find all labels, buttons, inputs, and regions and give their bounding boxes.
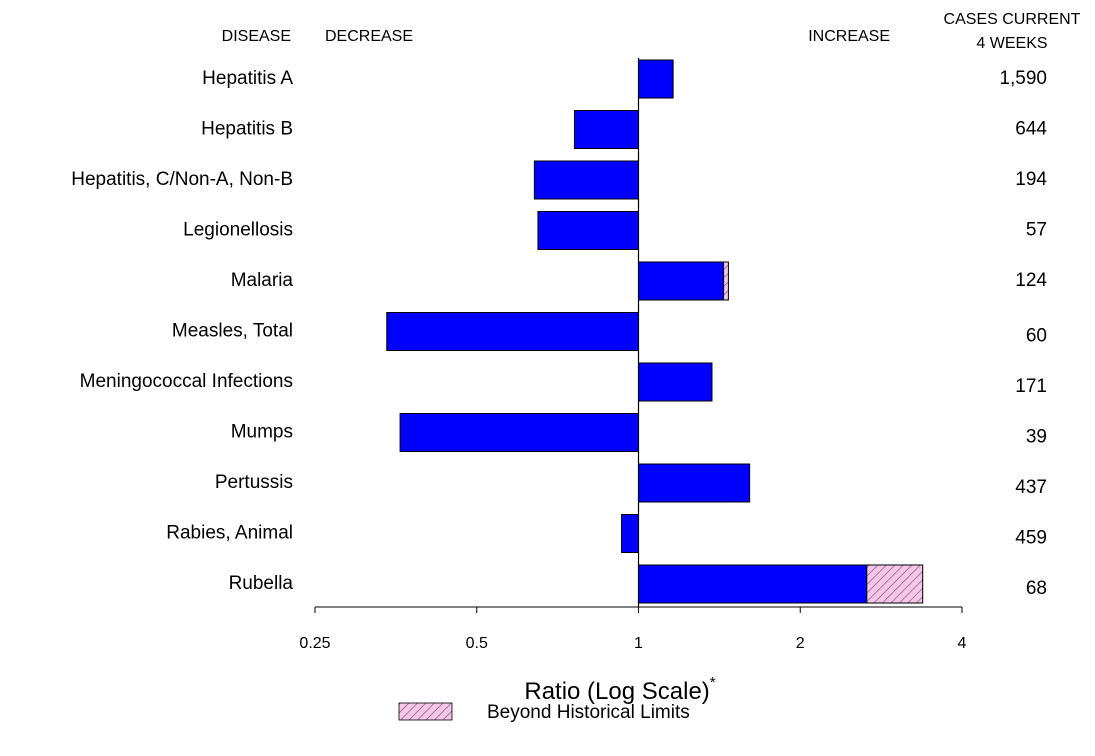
bar xyxy=(638,59,674,99)
x-tick-label: 0.5 xyxy=(466,635,488,652)
cases-value: 644 xyxy=(1015,119,1047,140)
disease-header: DISEASE xyxy=(222,28,291,45)
category-label: Pertussis xyxy=(215,472,293,493)
decrease-header: DECREASE xyxy=(325,28,413,45)
x-axis-note: * xyxy=(710,674,716,691)
bar xyxy=(386,312,640,351)
bar xyxy=(621,514,639,553)
cases-value: 1,590 xyxy=(999,68,1047,89)
cases-value: 124 xyxy=(1015,270,1047,291)
category-label: Rabies, Animal xyxy=(166,523,293,544)
x-tick-label: 1 xyxy=(634,635,643,652)
category-label: Measles, Total xyxy=(172,321,293,342)
category-label: Hepatitis, C/Non-A, Non-B xyxy=(71,169,293,190)
bar xyxy=(638,564,868,604)
cases-value: 39 xyxy=(1026,427,1047,448)
cases-value: 68 xyxy=(1026,578,1047,599)
beyond-limit-bar xyxy=(866,564,924,604)
legend-swatch xyxy=(398,702,453,721)
cases-value: 171 xyxy=(1015,376,1047,397)
increase-header: INCREASE xyxy=(808,28,890,45)
category-label: Hepatitis B xyxy=(201,119,293,140)
bar xyxy=(638,463,751,503)
category-label: Hepatitis A xyxy=(202,68,293,89)
bar xyxy=(533,160,639,200)
x-tick-label: 2 xyxy=(796,635,805,652)
x-axis-title: Ratio (Log Scale)* xyxy=(524,674,715,705)
category-label: Rubella xyxy=(229,573,294,594)
bar xyxy=(638,362,713,402)
beyond-limit-bar xyxy=(723,261,729,301)
bar xyxy=(399,413,640,452)
category-label: Mumps xyxy=(231,422,293,443)
bar xyxy=(638,261,725,301)
cases-value: 60 xyxy=(1026,326,1047,347)
cases-header: CASES CURRENT xyxy=(944,11,1081,28)
category-label: Malaria xyxy=(231,270,294,291)
cases-value: 459 xyxy=(1015,528,1047,549)
x-tick-label: 4 xyxy=(958,635,967,652)
cases-value: 194 xyxy=(1015,169,1047,190)
bar xyxy=(573,110,640,149)
legend-label: Beyond Historical Limits xyxy=(487,702,690,723)
category-label: Meningococcal Infections xyxy=(80,371,293,392)
cases-header: 4 WEEKS xyxy=(976,35,1047,52)
category-label: Legionellosis xyxy=(183,220,293,241)
x-tick-label: 0.25 xyxy=(299,635,330,652)
cases-value: 437 xyxy=(1015,477,1047,498)
x-axis-title-text: Ratio (Log Scale) xyxy=(524,678,709,705)
cases-value: 57 xyxy=(1026,220,1047,241)
bar xyxy=(537,211,639,250)
